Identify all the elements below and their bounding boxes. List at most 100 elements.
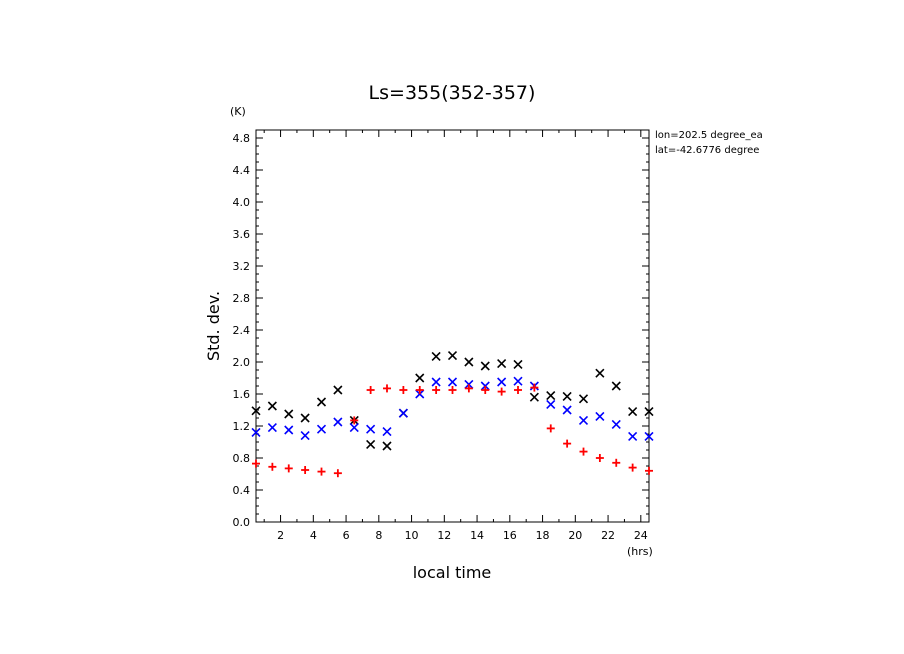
data-point (366, 386, 375, 394)
data-point (497, 359, 507, 369)
data-point (366, 439, 376, 449)
data-point (300, 431, 310, 441)
x-tick-label: 24 (634, 529, 648, 542)
x-tick-label: 14 (470, 529, 484, 542)
data-point (514, 386, 522, 394)
data-point (333, 385, 343, 395)
data-point (284, 409, 294, 419)
data-point (252, 459, 260, 468)
x-tick-label: 4 (310, 529, 317, 542)
data-point (333, 469, 342, 478)
data-point (300, 413, 310, 423)
data-point (268, 462, 277, 471)
data-point (529, 392, 539, 402)
data-point (251, 406, 261, 416)
data-point (612, 458, 621, 467)
x-tick-label: 12 (437, 529, 451, 542)
annotation-lon: lon=202.5 degree_ea (655, 130, 763, 141)
data-point (546, 424, 555, 433)
y-tick-label: 0.0 (233, 516, 251, 529)
data-point (628, 431, 638, 441)
data-point (595, 454, 604, 462)
data-point (546, 391, 556, 401)
y-tick-label: 2.4 (233, 324, 251, 337)
data-point (398, 408, 408, 418)
data-point (578, 394, 589, 404)
data-point (563, 439, 572, 448)
data-point (399, 386, 408, 394)
data-point (267, 423, 277, 433)
data-point (530, 383, 539, 392)
data-point (579, 447, 588, 456)
data-point (611, 381, 621, 391)
data-point (513, 376, 523, 386)
y-unit-label: (K) (230, 105, 246, 118)
y-tick-label: 1.2 (233, 420, 251, 433)
data-point (480, 361, 490, 371)
y-axis-label: Std. dev. (204, 291, 223, 361)
data-point (595, 368, 605, 378)
y-tick-label: 4.0 (233, 196, 251, 209)
data-point (448, 386, 457, 394)
x-tick-label: 10 (405, 529, 419, 542)
x-tick-label: 8 (375, 529, 382, 542)
y-tick-label: 3.2 (233, 260, 251, 273)
y-tick-label: 4.8 (233, 132, 251, 145)
data-point (333, 417, 343, 427)
data-point (349, 423, 359, 433)
data-point (513, 359, 523, 369)
data-point (415, 386, 424, 394)
data-point (464, 357, 474, 367)
x-tick-label: 16 (503, 529, 517, 542)
data-point (383, 384, 391, 393)
y-tick-label: 3.6 (233, 228, 251, 241)
data-point (628, 463, 637, 472)
data-point (432, 386, 441, 394)
data-point (447, 377, 458, 387)
data-point (251, 427, 261, 437)
x-axis-label: local time (413, 563, 492, 582)
data-point (497, 387, 506, 396)
y-tick-label: 1.6 (233, 388, 251, 401)
data-point (284, 464, 293, 473)
x-tick-label: 18 (536, 529, 550, 542)
data-point (644, 407, 654, 417)
data-point (431, 351, 441, 361)
data-point (284, 425, 294, 435)
y-tick-label: 2.8 (233, 292, 251, 305)
data-point (317, 467, 326, 476)
x-tick-label: 6 (343, 529, 350, 542)
chart-title: Ls=355(352-357) (369, 82, 536, 104)
x-tick-label: 22 (601, 529, 615, 542)
data-point (611, 419, 621, 429)
data-point (447, 351, 458, 361)
data-point (382, 427, 392, 437)
y-tick-label: 0.4 (233, 484, 251, 497)
data-point (366, 424, 376, 434)
x-unit-label: (hrs) (627, 545, 653, 558)
data-point (464, 384, 473, 393)
data-point (267, 401, 277, 411)
x-tick-label: 2 (277, 529, 284, 542)
data-point (546, 399, 556, 409)
data-point (382, 441, 392, 451)
y-tick-label: 4.4 (233, 164, 251, 177)
data-point (431, 377, 441, 387)
data-point (578, 415, 589, 425)
data-point (628, 407, 638, 417)
data-point (595, 411, 605, 421)
plot-frame (255, 129, 650, 523)
data-point (301, 466, 310, 474)
data-point (316, 397, 327, 407)
data-point (562, 405, 572, 415)
y-tick-label: 2.0 (233, 356, 251, 369)
y-tick-label: 0.8 (233, 452, 251, 465)
data-point (481, 386, 490, 394)
data-point (562, 391, 572, 401)
data-point (497, 377, 507, 387)
data-point (316, 424, 327, 434)
data-point (644, 431, 654, 441)
x-tick-label: 20 (568, 529, 582, 542)
data-point (350, 416, 359, 425)
